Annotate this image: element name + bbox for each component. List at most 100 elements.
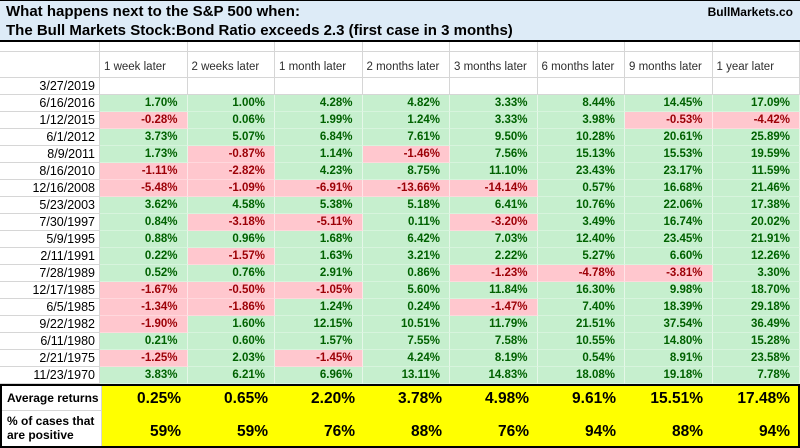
value-cell[interactable]: -1.09% [187,180,275,197]
value-cell[interactable]: 23.43% [537,163,625,180]
value-cell[interactable]: 2.91% [275,265,363,282]
percent-positive-value-cell[interactable]: 94% [711,411,798,446]
value-cell[interactable]: 18.39% [625,299,713,316]
value-cell[interactable]: 1.00% [187,95,275,112]
value-cell[interactable]: 1.14% [275,146,363,163]
date-cell[interactable]: 1/12/2015 [0,112,100,129]
value-cell[interactable]: -0.53% [625,112,713,129]
average-value-cell[interactable]: 15.51% [624,386,711,411]
value-cell[interactable]: -4.42% [712,112,800,129]
value-cell[interactable]: 20.02% [712,214,800,231]
value-cell[interactable]: 3.49% [537,214,625,231]
average-value-cell[interactable]: 17.48% [711,386,798,411]
value-cell[interactable]: -1.23% [450,265,538,282]
value-cell[interactable]: 4.24% [362,350,450,367]
value-cell[interactable]: 25.89% [712,129,800,146]
percent-positive-value-cell[interactable]: 59% [102,411,189,446]
average-value-cell[interactable]: 2.20% [276,386,363,411]
value-cell[interactable]: 3.33% [450,95,538,112]
value-cell[interactable]: 3.83% [100,367,188,384]
value-cell[interactable]: 0.52% [100,265,188,282]
column-header[interactable]: 2 months later [362,52,450,78]
date-cell[interactable]: 11/23/1970 [0,367,100,384]
date-cell[interactable]: 3/27/2019 [0,78,100,95]
value-cell[interactable]: 0.11% [362,214,450,231]
value-cell[interactable] [450,78,538,95]
value-cell[interactable]: 7.61% [362,129,450,146]
date-cell[interactable]: 8/16/2010 [0,163,100,180]
value-cell[interactable]: 17.09% [712,95,800,112]
value-cell[interactable]: 29.18% [712,299,800,316]
value-cell[interactable]: -13.66% [362,180,450,197]
average-value-cell[interactable]: 0.65% [189,386,276,411]
value-cell[interactable] [100,78,188,95]
value-cell[interactable]: -1.11% [100,163,188,180]
value-cell[interactable]: 37.54% [625,316,713,333]
value-cell[interactable]: -1.25% [100,350,188,367]
value-cell[interactable]: 20.61% [625,129,713,146]
value-cell[interactable]: 15.13% [537,146,625,163]
value-cell[interactable]: 18.08% [537,367,625,384]
value-cell[interactable]: 3.98% [537,112,625,129]
value-cell[interactable]: 22.06% [625,197,713,214]
value-cell[interactable]: 4.58% [187,197,275,214]
date-cell[interactable]: 8/9/2011 [0,146,100,163]
value-cell[interactable]: -1.90% [100,316,188,333]
value-cell[interactable]: 7.56% [450,146,538,163]
value-cell[interactable]: 6.84% [275,129,363,146]
value-cell[interactable] [187,78,275,95]
value-cell[interactable]: 0.22% [100,248,188,265]
value-cell[interactable]: 8.44% [537,95,625,112]
percent-positive-value-cell[interactable]: 88% [363,411,450,446]
value-cell[interactable]: 10.55% [537,333,625,350]
value-cell[interactable]: 18.70% [712,282,800,299]
value-cell[interactable]: 3.30% [712,265,800,282]
column-header[interactable]: 1 week later [100,52,188,78]
date-cell[interactable]: 6/1/2012 [0,129,100,146]
value-cell[interactable]: 8.19% [450,350,538,367]
value-cell[interactable]: 0.84% [100,214,188,231]
value-cell[interactable]: 7.78% [712,367,800,384]
value-cell[interactable]: -1.45% [275,350,363,367]
value-cell[interactable]: 4.23% [275,163,363,180]
value-cell[interactable]: 0.24% [362,299,450,316]
value-cell[interactable]: 11.59% [712,163,800,180]
percent-positive-value-cell[interactable]: 76% [276,411,363,446]
date-cell[interactable]: 12/17/1985 [0,282,100,299]
value-cell[interactable]: 21.91% [712,231,800,248]
value-cell[interactable]: 3.73% [100,129,188,146]
value-cell[interactable]: -3.18% [187,214,275,231]
value-cell[interactable]: 6.60% [625,248,713,265]
value-cell[interactable]: 2.03% [187,350,275,367]
value-cell[interactable]: 5.38% [275,197,363,214]
value-cell[interactable]: 14.83% [450,367,538,384]
value-cell[interactable]: 1.73% [100,146,188,163]
value-cell[interactable] [362,78,450,95]
value-cell[interactable]: 10.76% [537,197,625,214]
value-cell[interactable]: 9.98% [625,282,713,299]
column-header[interactable]: 6 months later [537,52,625,78]
value-cell[interactable]: 1.24% [275,299,363,316]
value-cell[interactable]: 21.46% [712,180,800,197]
value-cell[interactable]: 0.21% [100,333,188,350]
value-cell[interactable]: 9.50% [450,129,538,146]
average-value-cell[interactable]: 9.61% [537,386,624,411]
average-value-cell[interactable]: 4.98% [450,386,537,411]
value-cell[interactable]: 11.79% [450,316,538,333]
value-cell[interactable]: 0.86% [362,265,450,282]
column-header[interactable]: 1 year later [712,52,800,78]
value-cell[interactable]: 1.99% [275,112,363,129]
average-value-cell[interactable]: 0.25% [102,386,189,411]
date-cell[interactable]: 5/9/1995 [0,231,100,248]
value-cell[interactable]: 16.68% [625,180,713,197]
value-cell[interactable] [712,78,800,95]
value-cell[interactable]: 0.88% [100,231,188,248]
value-cell[interactable]: 4.82% [362,95,450,112]
value-cell[interactable]: 12.40% [537,231,625,248]
value-cell[interactable]: 6.41% [450,197,538,214]
value-cell[interactable]: 2.22% [450,248,538,265]
value-cell[interactable]: 7.03% [450,231,538,248]
value-cell[interactable]: 19.18% [625,367,713,384]
column-header[interactable]: 2 weeks later [187,52,275,78]
percent-positive-value-cell[interactable]: 94% [537,411,624,446]
